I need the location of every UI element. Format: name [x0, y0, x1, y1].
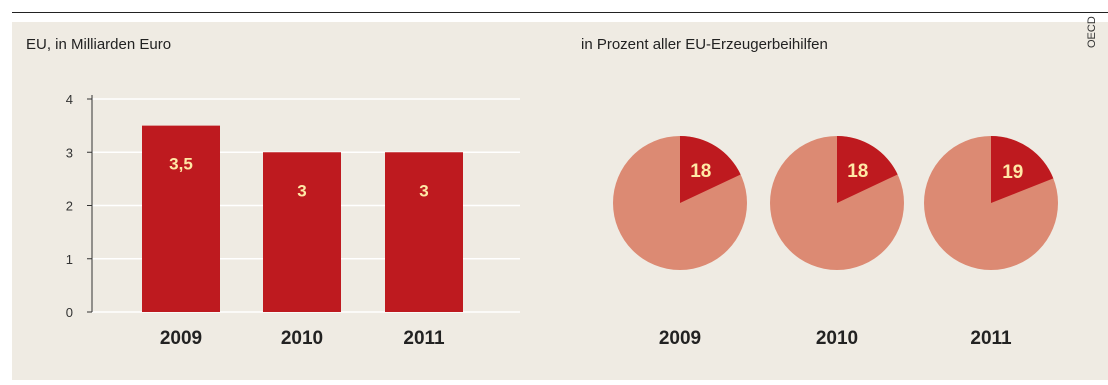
top-rule [12, 12, 1108, 13]
pie-2011: 19 2011 [924, 136, 1058, 349]
pie-value-label: 18 [690, 161, 711, 182]
pie-year-label: 2011 [970, 328, 1012, 349]
pie-highlight-slice [837, 136, 898, 203]
pie-value-label: 19 [1002, 162, 1023, 183]
y-tick-label: 4 [66, 92, 73, 107]
y-tick-label: 2 [66, 199, 73, 214]
pie-year-label: 2010 [816, 328, 858, 349]
pie-chart-title: in Prozent aller EU-Erzeugerbeihilfen [581, 36, 828, 53]
x-category-label: 2011 [403, 328, 445, 349]
y-tick-label: 1 [66, 252, 73, 267]
y-tick-label: 0 [66, 305, 73, 320]
y-tick-label: 3 [66, 145, 73, 160]
pie-highlight-slice [680, 136, 741, 203]
pie-value-label: 18 [847, 161, 868, 182]
x-category-label: 2009 [160, 328, 202, 349]
pie-year-label: 2009 [659, 328, 701, 349]
bar-2010 [263, 152, 341, 312]
bar-data-label: 3 [297, 181, 306, 200]
bar-2011 [385, 152, 463, 312]
bar-data-label: 3,5 [169, 155, 193, 174]
bar-data-label: 3 [419, 181, 428, 200]
x-category-label: 2010 [281, 328, 323, 349]
bar-chart: 0 1 2 3 4 3,5 2009 3 2010 3 2011 [66, 92, 520, 349]
pie-2010: 18 2010 [770, 136, 904, 349]
pie-2009: 18 2009 [613, 136, 747, 349]
pie-highlight-slice [991, 136, 1054, 203]
bar-2009 [142, 125, 220, 312]
bar-chart-title: EU, in Milliarden Euro [26, 36, 172, 53]
